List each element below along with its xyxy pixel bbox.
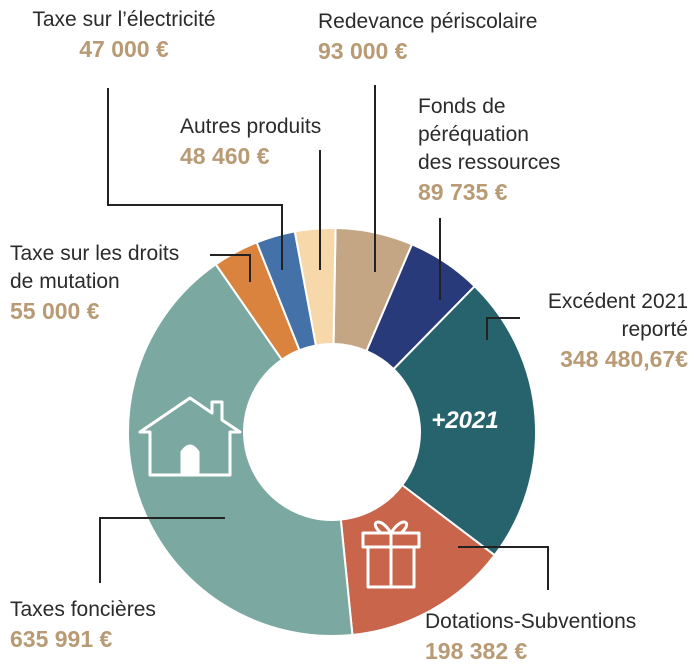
- slice-label: Taxes foncières 635 991 €: [10, 596, 156, 654]
- value-label: 47 000 €: [79, 36, 169, 62]
- house-icon: [138, 396, 242, 477]
- value-label: 55 000 €: [10, 298, 100, 324]
- gift-icon: [361, 520, 421, 589]
- category-name: Dotations-Subventions: [425, 610, 637, 633]
- gift-bow: [374, 520, 408, 535]
- category-name: Taxes foncières: [10, 598, 156, 621]
- leader-line: [107, 88, 283, 270]
- value-label: 635 991 €: [10, 626, 113, 652]
- slice-label: Excédent 2021 reporté 348 480,67€: [500, 288, 688, 374]
- category-name: Fonds de péréquation des ressources: [418, 95, 561, 174]
- annotation: +2021: [431, 407, 498, 434]
- leader-line: [458, 546, 549, 590]
- value-label: 198 382 €: [425, 638, 528, 664]
- category-name: Redevance périscolaire: [318, 10, 538, 33]
- category-name: Excédent 2021 reporté: [547, 290, 688, 341]
- house-door: [180, 444, 200, 477]
- value-label: 48 460 €: [180, 143, 270, 169]
- category-name: Autres produits: [180, 115, 322, 138]
- slice-label: Taxe sur les droits de mutation 55 000 €: [10, 240, 179, 326]
- slice-label: Redevance périscolaire 93 000 €: [318, 8, 537, 66]
- donut-hole: [244, 344, 420, 520]
- house-outline: [138, 396, 242, 477]
- leader-lines: [99, 85, 549, 590]
- leader-line: [486, 317, 520, 340]
- leader-line: [210, 254, 251, 282]
- category-name: Taxe sur les droits de mutation: [10, 242, 180, 293]
- value-label: 89 735 €: [418, 179, 508, 205]
- donut-slice: [392, 284, 537, 557]
- slice-label: Fonds de péréquation des ressources 89 73…: [418, 93, 560, 207]
- category-name: Taxe sur l’électricité: [32, 8, 216, 31]
- value-label: 348 480,67€: [560, 346, 688, 372]
- slice-label: Autres produits 48 460 €: [180, 113, 321, 171]
- slice-label: Dotations-Subventions 198 382 €: [425, 608, 636, 666]
- slice-label: Taxe sur l’électricité 47 000 €: [8, 6, 240, 64]
- leader-line: [99, 517, 225, 583]
- value-label: 93 000 €: [318, 38, 408, 64]
